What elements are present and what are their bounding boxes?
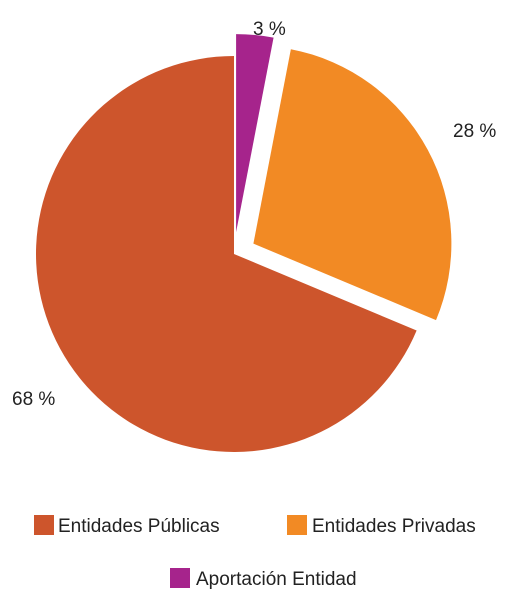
legend-label-entidades-publicas: Entidades Públicas <box>58 516 220 537</box>
legend: Entidades Públicas Entidades Privadas Ap… <box>34 515 476 590</box>
slice-aportacion-entidad <box>236 34 274 233</box>
legend-swatch-aportacion-entidad <box>170 568 190 588</box>
pie-labels: 68 % 28 % 3 % <box>12 19 496 410</box>
slice-label-entidades-privadas: 28 % <box>453 121 496 142</box>
legend-swatch-entidades-publicas <box>34 515 54 535</box>
slice-label-aportacion-entidad: 3 % <box>253 19 286 40</box>
legend-label-entidades-privadas: Entidades Privadas <box>312 516 476 537</box>
legend-label-aportacion-entidad: Aportación Entidad <box>196 569 357 590</box>
slice-label-entidades-publicas: 68 % <box>12 389 55 410</box>
slice-entidades-publicas <box>36 56 417 453</box>
legend-swatch-entidades-privadas <box>287 515 307 535</box>
slice-entidades-privadas <box>253 49 452 321</box>
pie-slices <box>36 34 452 453</box>
